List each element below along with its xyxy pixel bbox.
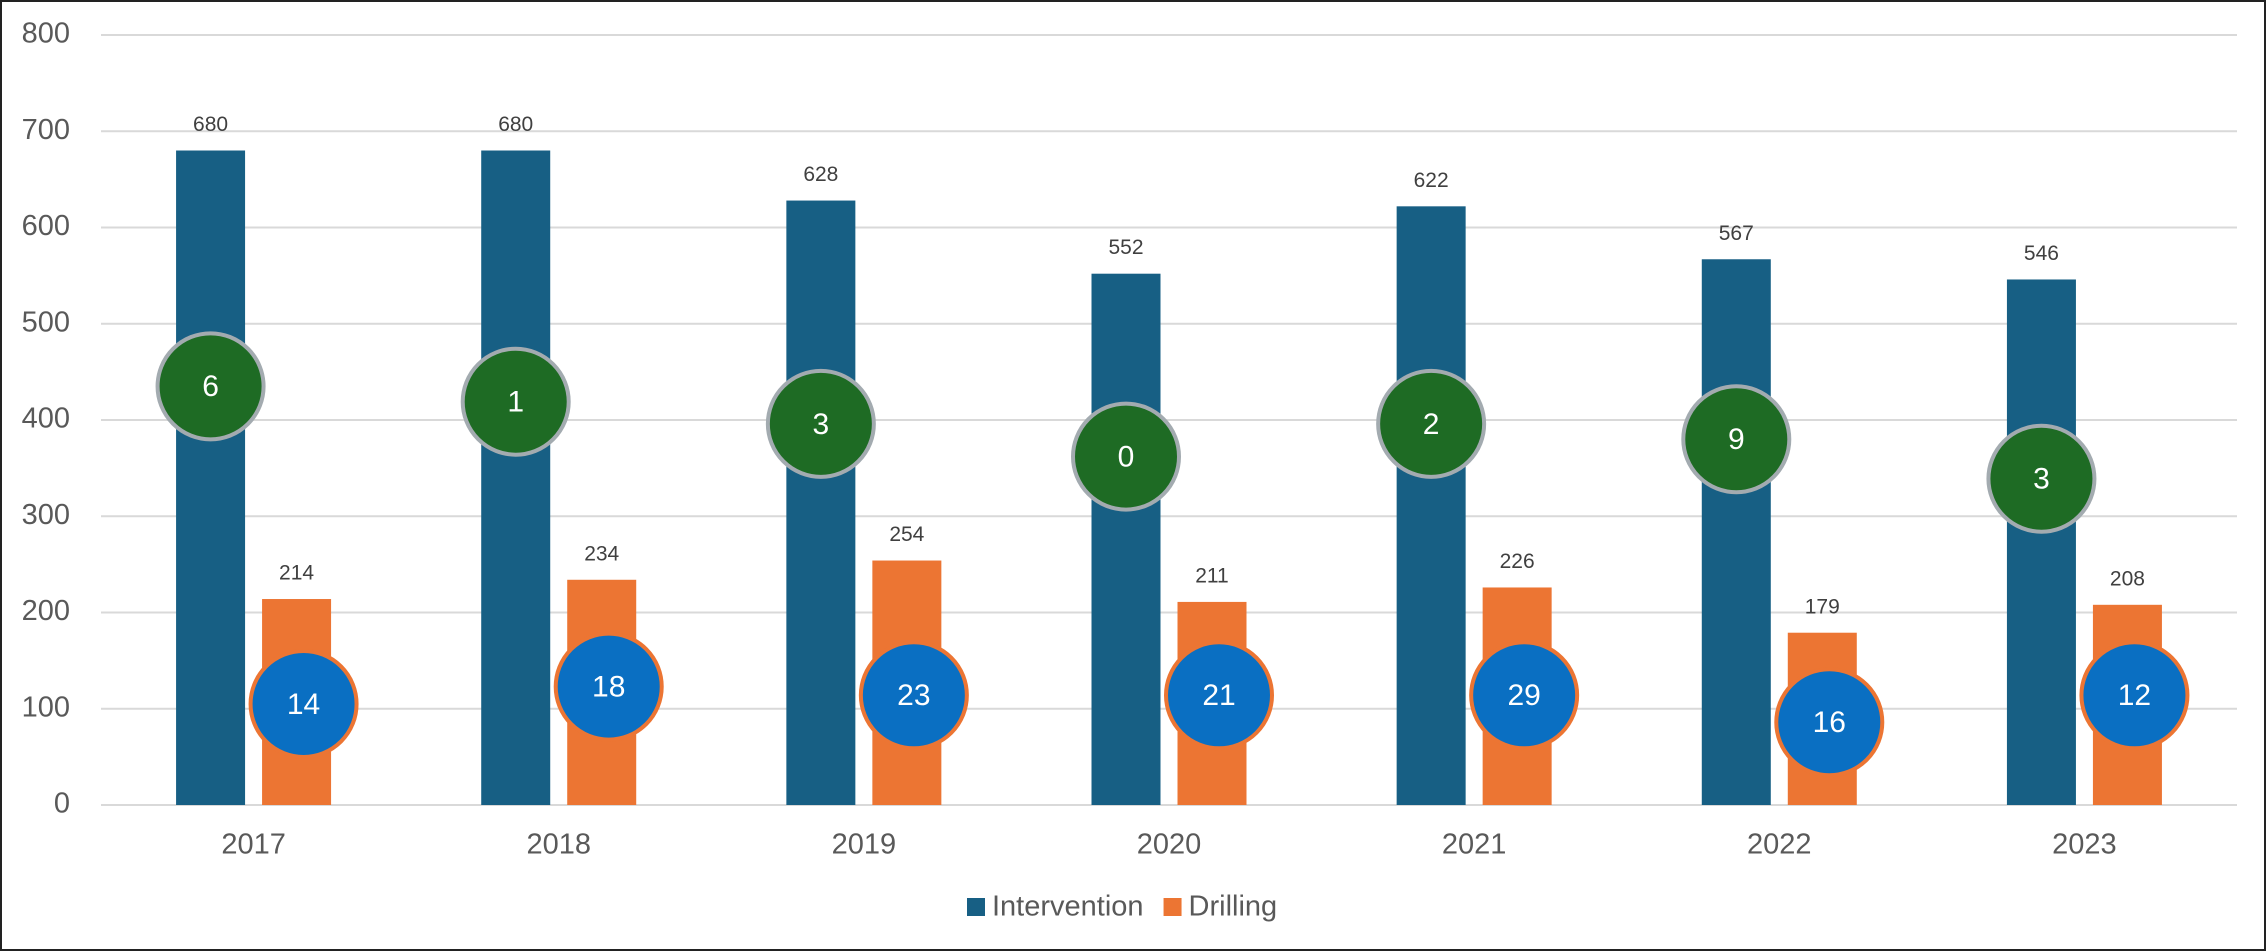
y-tick-label: 400 bbox=[22, 403, 70, 435]
x-tick-label: 2017 bbox=[221, 829, 286, 861]
bubble bbox=[1469, 640, 1580, 751]
bubble-label: 1 bbox=[507, 386, 524, 419]
value-label: 680 bbox=[498, 113, 533, 136]
bar bbox=[481, 150, 551, 805]
bar bbox=[2006, 279, 2076, 806]
bubble bbox=[1774, 667, 1885, 778]
bubble-label: 9 bbox=[1728, 423, 1745, 456]
y-tick-label: 200 bbox=[22, 595, 70, 627]
bubble bbox=[553, 631, 664, 742]
y-tick-label: 500 bbox=[22, 306, 70, 338]
bubble-label: 21 bbox=[1202, 679, 1235, 712]
x-tick-label: 2021 bbox=[1442, 829, 1507, 861]
value-label: 680 bbox=[193, 113, 228, 136]
bar bbox=[1091, 273, 1161, 805]
y-tick-label: 800 bbox=[22, 18, 70, 50]
y-tick-label: 100 bbox=[22, 691, 70, 723]
value-label: 567 bbox=[1719, 222, 1754, 245]
bubble-label: 0 bbox=[1118, 440, 1135, 473]
bubble-label: 6 bbox=[202, 370, 219, 403]
value-label: 214 bbox=[279, 562, 314, 585]
x-tick-label: 2018 bbox=[526, 829, 591, 861]
bar bbox=[786, 200, 856, 806]
bubble bbox=[1164, 640, 1274, 751]
value-label: 628 bbox=[803, 163, 838, 186]
value-label: 179 bbox=[1805, 595, 1840, 618]
value-label: 546 bbox=[2024, 242, 2059, 265]
value-label: 622 bbox=[1414, 169, 1449, 192]
bubble bbox=[1681, 384, 1792, 495]
value-label: 226 bbox=[1500, 550, 1535, 573]
bubble-label: 3 bbox=[2033, 463, 2050, 496]
bar bbox=[1701, 259, 1771, 805]
value-label: 208 bbox=[2110, 567, 2145, 590]
bubble bbox=[765, 368, 876, 479]
bubble bbox=[460, 346, 571, 457]
bubble bbox=[155, 331, 266, 442]
bubble-label: 2 bbox=[1423, 408, 1440, 441]
bubble-label: 16 bbox=[1813, 706, 1846, 739]
bubble bbox=[1986, 423, 2097, 534]
bubble bbox=[1071, 401, 1181, 512]
y-tick-label: 600 bbox=[22, 210, 70, 242]
bubble bbox=[2079, 640, 2190, 751]
bubble bbox=[248, 648, 359, 759]
bubble-label: 14 bbox=[287, 688, 320, 721]
legend-swatch bbox=[1163, 898, 1182, 916]
bubble bbox=[858, 640, 969, 751]
bubble-label: 3 bbox=[813, 408, 830, 441]
legend-label: Drilling bbox=[1189, 891, 1278, 923]
value-label: 254 bbox=[889, 523, 924, 546]
value-label: 234 bbox=[584, 542, 619, 565]
x-tick-label: 2019 bbox=[832, 829, 897, 861]
y-tick-label: 300 bbox=[22, 499, 70, 531]
x-tick-label: 2023 bbox=[2052, 829, 2117, 861]
bubble-label: 12 bbox=[2118, 679, 2151, 712]
value-label: 211 bbox=[1195, 564, 1228, 587]
x-tick-label: 2020 bbox=[1137, 829, 1202, 861]
y-tick-label: 0 bbox=[54, 788, 70, 820]
bubble-label: 18 bbox=[592, 671, 625, 704]
bar bbox=[176, 150, 246, 805]
bubble-label: 29 bbox=[1507, 679, 1540, 712]
bubble-label: 23 bbox=[897, 679, 930, 712]
y-tick-label: 700 bbox=[22, 114, 70, 146]
legend-swatch bbox=[967, 898, 985, 916]
x-tick-label: 2022 bbox=[1747, 829, 1812, 861]
legend-label: Intervention bbox=[992, 891, 1144, 923]
bubble bbox=[1376, 368, 1487, 479]
bar bbox=[1396, 206, 1466, 805]
value-label: 552 bbox=[1108, 236, 1143, 259]
